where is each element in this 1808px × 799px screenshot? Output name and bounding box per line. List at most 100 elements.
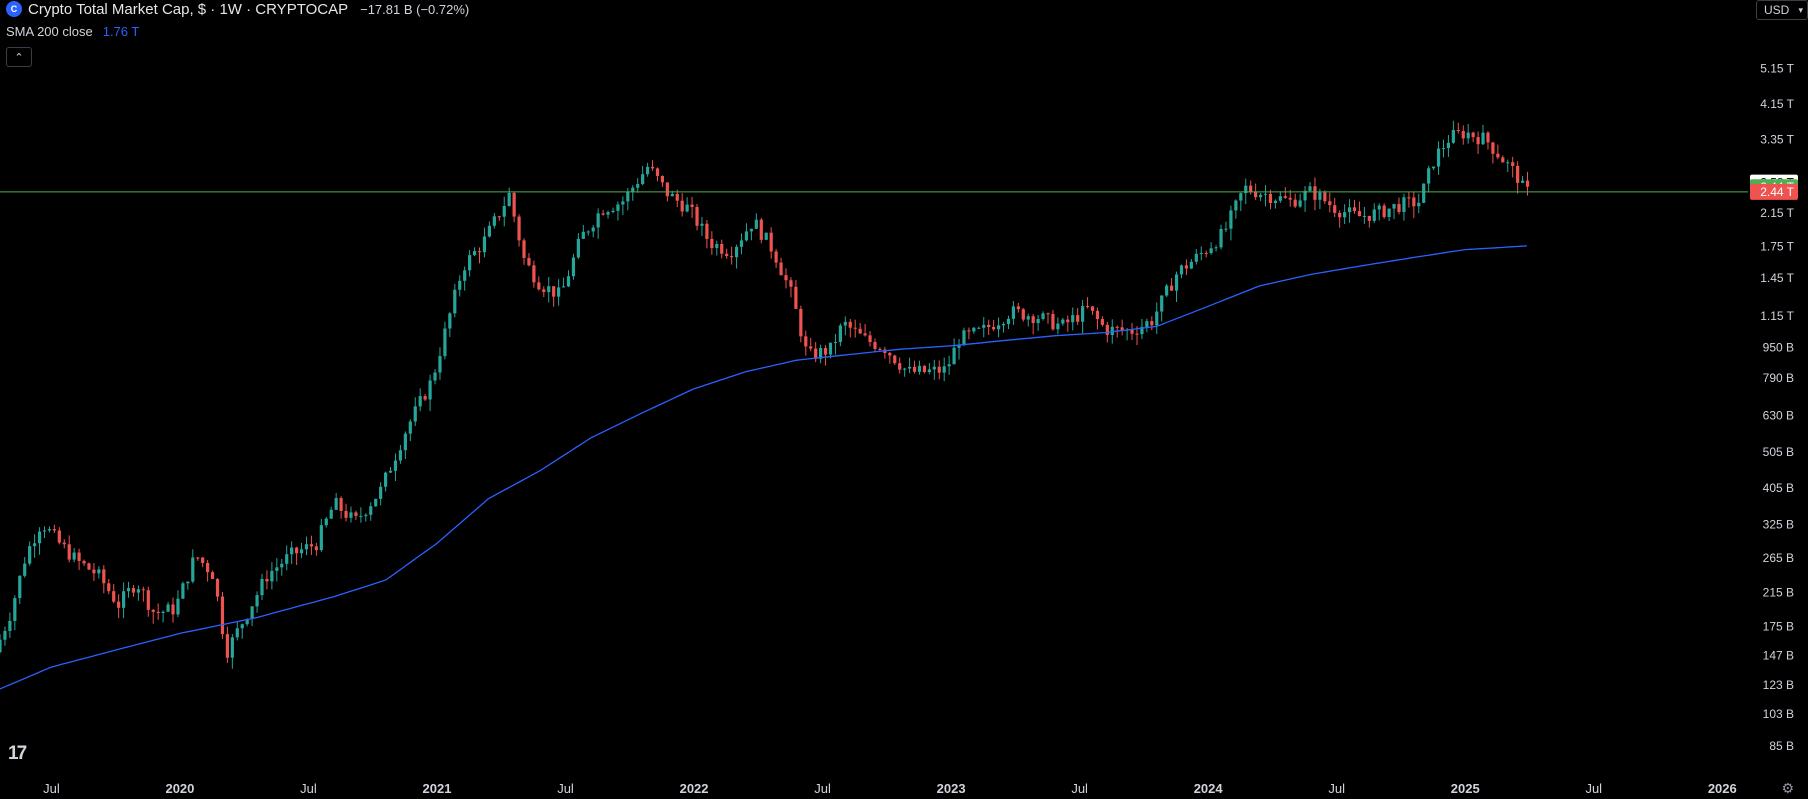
candle: [843, 316, 847, 336]
candle: [121, 582, 126, 619]
candle: [710, 231, 714, 255]
candle: [1491, 141, 1495, 164]
candle: [1481, 124, 1485, 146]
candle: [1382, 203, 1386, 219]
candle: [873, 338, 877, 352]
candle: [1461, 125, 1465, 145]
y-tick-label: 325 B: [1763, 518, 1794, 532]
candle: [1249, 180, 1253, 195]
x-tick-label: Jul: [1071, 781, 1088, 796]
candle: [28, 541, 32, 566]
candle: [1283, 187, 1287, 199]
candle: [477, 247, 482, 264]
indicator-legend[interactable]: SMA 200 close 1.76 T: [6, 24, 139, 39]
candle: [403, 431, 407, 459]
candle: [3, 626, 7, 646]
candle: [502, 196, 506, 227]
candle: [67, 535, 71, 563]
candle: [645, 162, 650, 177]
candle: [962, 327, 966, 346]
candle: [413, 397, 417, 427]
candle: [453, 283, 457, 318]
candle: [107, 578, 111, 595]
x-tick-label: Jul: [300, 781, 317, 796]
candle: [547, 276, 551, 303]
candle: [112, 583, 116, 604]
candle: [369, 502, 373, 521]
candle: [364, 513, 368, 522]
candle: [1387, 208, 1391, 221]
x-tick-label: Jul: [1328, 781, 1345, 796]
y-tick-label: 790 B: [1763, 371, 1794, 385]
candle: [418, 388, 422, 412]
candle: [206, 560, 210, 582]
x-tick-label: 2024: [1194, 781, 1224, 796]
candle: [522, 238, 526, 265]
candle: [1056, 317, 1060, 335]
y-tick-label: 175 B: [1763, 620, 1794, 634]
y-tick-label: 3.35 T: [1760, 133, 1794, 147]
candle: [611, 207, 615, 214]
candle: [952, 338, 956, 365]
candle: [201, 556, 205, 568]
candle: [146, 586, 150, 617]
candle: [1239, 192, 1243, 212]
x-tick-label: 2026: [1708, 781, 1737, 796]
candle: [1179, 264, 1184, 279]
y-tick-label: 2.15 T: [1760, 206, 1794, 220]
candle: [181, 581, 185, 600]
candle: [799, 305, 803, 343]
candle: [1130, 322, 1134, 341]
candle: [1165, 283, 1169, 297]
sma-200-line: [0, 245, 1527, 690]
tradingview-logo[interactable]: 17: [8, 743, 27, 764]
x-tick-label: Jul: [1585, 781, 1602, 796]
candle: [161, 610, 165, 623]
candle: [1021, 308, 1025, 322]
candle: [131, 584, 136, 597]
collapse-legend-button[interactable]: ⌃: [6, 47, 32, 67]
chevron-up-icon: ⌃: [14, 51, 24, 64]
candle: [97, 566, 101, 579]
candle: [992, 319, 996, 332]
chevron-down-icon: ▾: [1798, 4, 1803, 15]
candle: [917, 360, 922, 375]
candle: [1234, 199, 1238, 219]
candle: [571, 253, 576, 280]
candle: [1511, 156, 1515, 178]
candle: [1046, 312, 1050, 324]
candle: [1298, 193, 1302, 208]
candle: [1288, 189, 1292, 207]
candle: [37, 527, 42, 555]
candle: [156, 603, 160, 620]
x-tick-label: 2020: [165, 781, 194, 796]
time-axis: Jul 2020 Jul 2021 Jul 2022 Jul 2023 Jul 2024 Jul 20…: [43, 781, 1737, 796]
y-tick-label: 630 B: [1763, 408, 1794, 422]
currency-selector[interactable]: USD ▾: [1756, 0, 1808, 20]
candle: [1011, 300, 1016, 325]
candle: [225, 626, 229, 663]
gear-icon[interactable]: ⚙: [1781, 780, 1794, 796]
y-tick-label: 1.15 T: [1760, 309, 1794, 323]
candle: [977, 326, 981, 330]
coin-icon[interactable]: C: [6, 1, 22, 17]
candle: [1140, 318, 1144, 340]
candle: [512, 191, 516, 223]
symbol-title[interactable]: Crypto Total Market Cap, $ · 1W · CRYPTO…: [28, 0, 349, 18]
candle: [260, 573, 264, 601]
candle: [1308, 182, 1312, 192]
candle: [275, 558, 279, 582]
candle: [1155, 302, 1159, 335]
candle: [235, 622, 239, 641]
candle: [433, 369, 437, 385]
candle: [240, 623, 244, 639]
candle: [720, 239, 724, 259]
candle: [833, 334, 838, 355]
candle: [695, 204, 699, 231]
candle: [23, 557, 27, 578]
price-badge-label: 2.44 T: [1760, 185, 1794, 199]
x-tick-label: 2023: [937, 781, 966, 796]
y-tick-label: 85 B: [1769, 739, 1794, 753]
candle: [33, 534, 37, 558]
